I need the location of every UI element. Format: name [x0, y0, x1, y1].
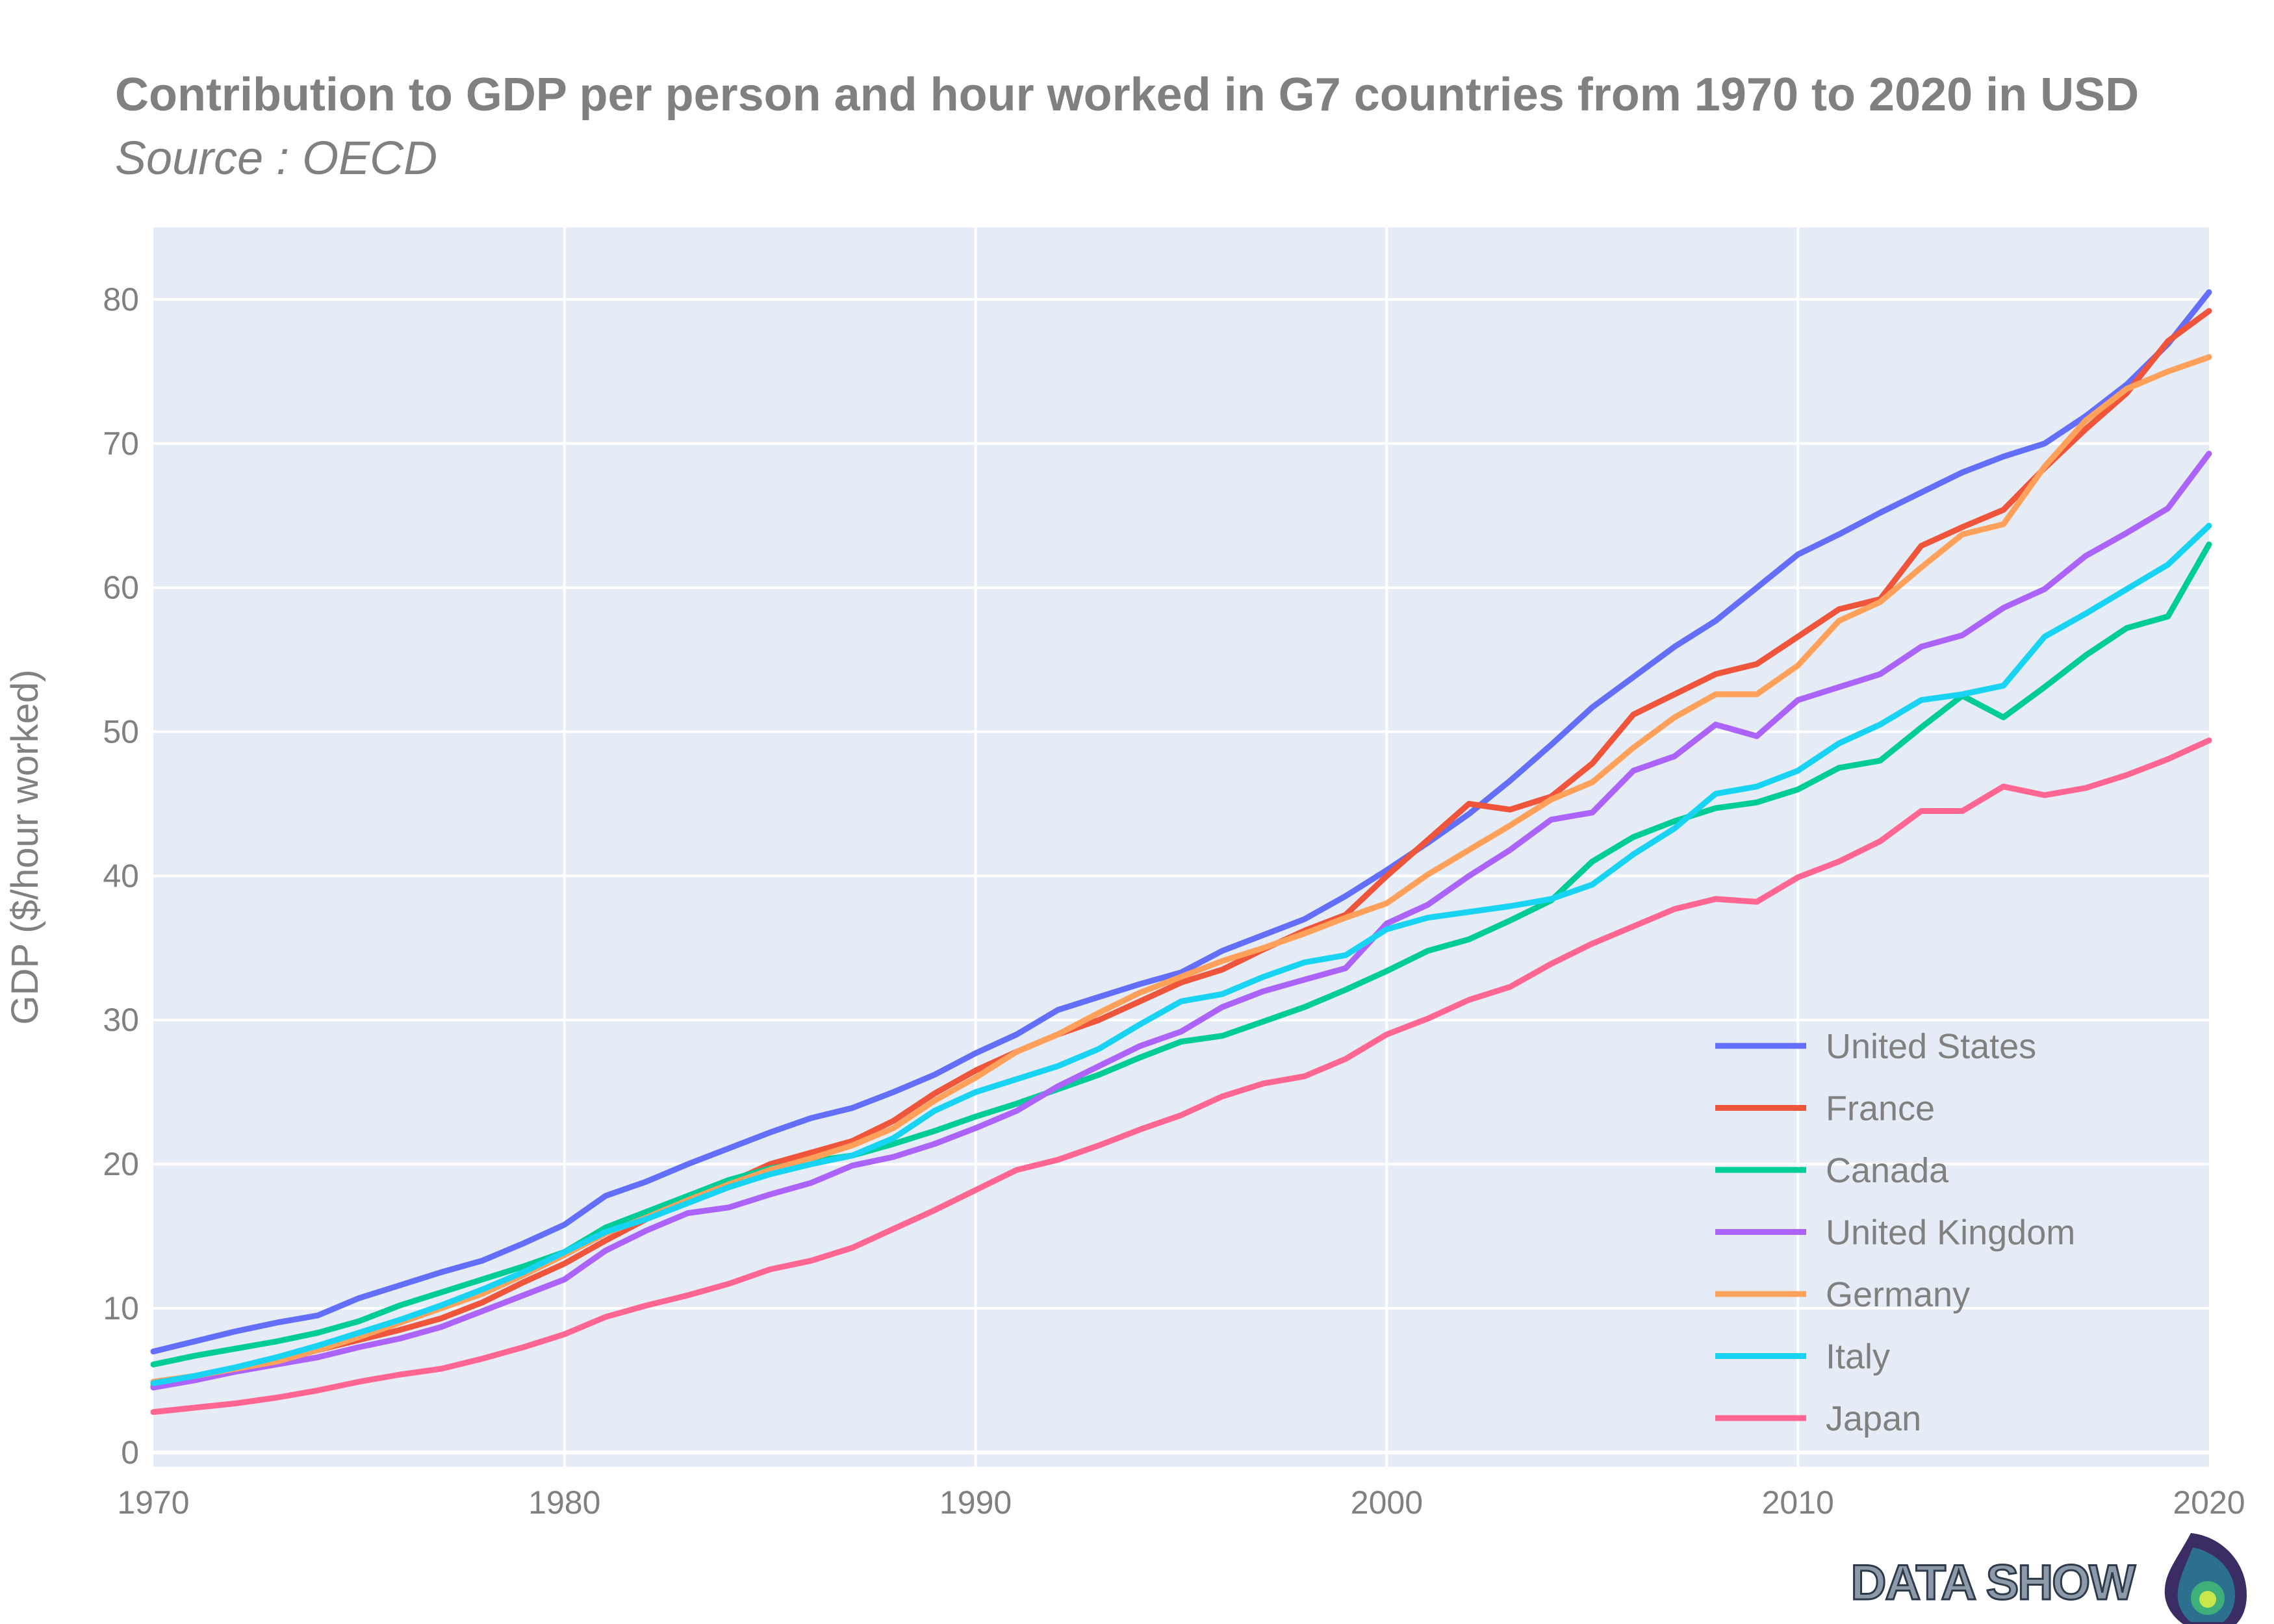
legend-label: Germany: [1826, 1275, 1970, 1314]
legend-item[interactable]: Canada: [1715, 1151, 1949, 1190]
legend-label: France: [1826, 1089, 1935, 1128]
data-show-logo: DATA SHOW: [1850, 1533, 2247, 1624]
legend-label: United Kingdom: [1826, 1213, 2075, 1252]
series-line-italy: [150, 522, 2212, 1386]
series-line-france: [150, 308, 2212, 1389]
series-line-germany: [150, 354, 2212, 1385]
x-tick-label: 1980: [528, 1484, 600, 1521]
y-tick-label: 30: [103, 1002, 139, 1038]
y-tick-label: 0: [121, 1434, 139, 1471]
y-tick-label: 70: [103, 425, 139, 462]
legend-item[interactable]: United Kingdom: [1715, 1213, 2075, 1252]
chart-subtitle: Source : OECD: [115, 133, 437, 184]
logo-mark-icon: [2164, 1533, 2247, 1624]
y-tick-label: 80: [103, 281, 139, 318]
x-tick-label: 2020: [2173, 1484, 2245, 1521]
legend-item[interactable]: France: [1715, 1089, 1935, 1128]
y-tick-label: 20: [103, 1146, 139, 1182]
x-gridlines: [563, 227, 1800, 1467]
legend-label: Japan: [1826, 1399, 1921, 1438]
series-lines: [150, 289, 2212, 1415]
legend-item[interactable]: United States: [1715, 1027, 2036, 1066]
legend-label: United States: [1826, 1027, 2036, 1066]
logo-text: DATA SHOW: [1850, 1555, 2136, 1610]
legend-item[interactable]: Italy: [1715, 1338, 1890, 1377]
x-tick-label: 2010: [1762, 1484, 1834, 1521]
series-line-united-kingdom: [150, 450, 2212, 1391]
y-tick-label: 60: [103, 570, 139, 606]
legend[interactable]: United States France Canada United Kingdom G…: [1715, 1027, 2075, 1438]
y-tick-labels: 0 10 20 30 40 50 60 70 80: [103, 281, 139, 1471]
y-tick-label: 50: [103, 714, 139, 750]
legend-label: Italy: [1826, 1338, 1890, 1377]
legend-item[interactable]: Japan: [1715, 1399, 1921, 1438]
y-tick-label: 40: [103, 857, 139, 894]
y-axis-title: GDP ($/hour worked): [4, 670, 46, 1025]
series-line-japan: [150, 737, 2212, 1415]
series-line-united-states: [150, 289, 2212, 1354]
x-tick-label: 1970: [117, 1484, 189, 1521]
series-line-canada: [150, 541, 2212, 1367]
y-tick-label: 10: [103, 1290, 139, 1326]
legend-label: Canada: [1826, 1151, 1949, 1190]
x-tick-label: 1990: [939, 1484, 1012, 1521]
x-tick-labels: 1970 1980 1990 2000 2010 2020: [117, 1484, 2245, 1521]
legend-item[interactable]: Germany: [1715, 1275, 1970, 1314]
x-tick-label: 2000: [1351, 1484, 1423, 1521]
chart-title: Contribution to GDP per person and hour …: [115, 69, 2139, 121]
